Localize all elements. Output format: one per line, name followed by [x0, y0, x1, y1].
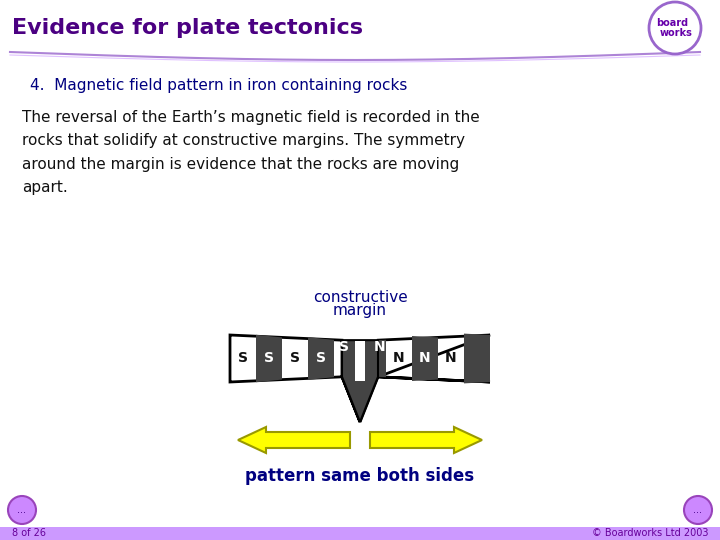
Polygon shape	[342, 340, 378, 422]
Polygon shape	[355, 341, 365, 381]
Text: Evidence for plate tectonics: Evidence for plate tectonics	[12, 18, 363, 38]
Polygon shape	[412, 336, 438, 381]
FancyArrow shape	[370, 427, 482, 453]
Text: N: N	[419, 351, 431, 365]
Polygon shape	[464, 334, 490, 383]
Bar	[0, 527, 720, 540]
Text: The reversal of the Earth’s magnetic field is recorded in the
rocks that solidif: The reversal of the Earth’s magnetic fie…	[22, 110, 480, 195]
Text: © Boardworks Ltd 2003: © Boardworks Ltd 2003	[592, 528, 708, 538]
Text: S: S	[290, 351, 300, 365]
Polygon shape	[308, 337, 334, 380]
Text: ...: ...	[682, 30, 688, 36]
Text: S: S	[316, 351, 326, 365]
Text: board: board	[656, 18, 688, 28]
Text: margin: margin	[333, 303, 387, 318]
Polygon shape	[256, 335, 282, 382]
Circle shape	[684, 496, 712, 524]
Text: constructive: constructive	[312, 290, 408, 305]
Text: ...: ...	[693, 505, 703, 515]
Polygon shape	[378, 340, 386, 377]
Text: S: S	[238, 351, 248, 365]
Polygon shape	[230, 335, 360, 422]
Text: 4.  Magnetic field pattern in iron containing rocks: 4. Magnetic field pattern in iron contai…	[30, 78, 408, 93]
Text: works: works	[660, 28, 693, 38]
Circle shape	[8, 496, 36, 524]
Text: S: S	[339, 340, 349, 354]
Polygon shape	[360, 335, 490, 422]
Text: N: N	[445, 351, 456, 365]
Text: ...: ...	[17, 505, 27, 515]
Text: N: N	[374, 340, 386, 354]
Text: S: S	[264, 351, 274, 365]
Text: N: N	[393, 351, 405, 365]
Circle shape	[649, 2, 701, 54]
Text: pattern same both sides: pattern same both sides	[246, 467, 474, 485]
Text: 8 of 26: 8 of 26	[12, 528, 46, 538]
FancyArrow shape	[238, 427, 350, 453]
